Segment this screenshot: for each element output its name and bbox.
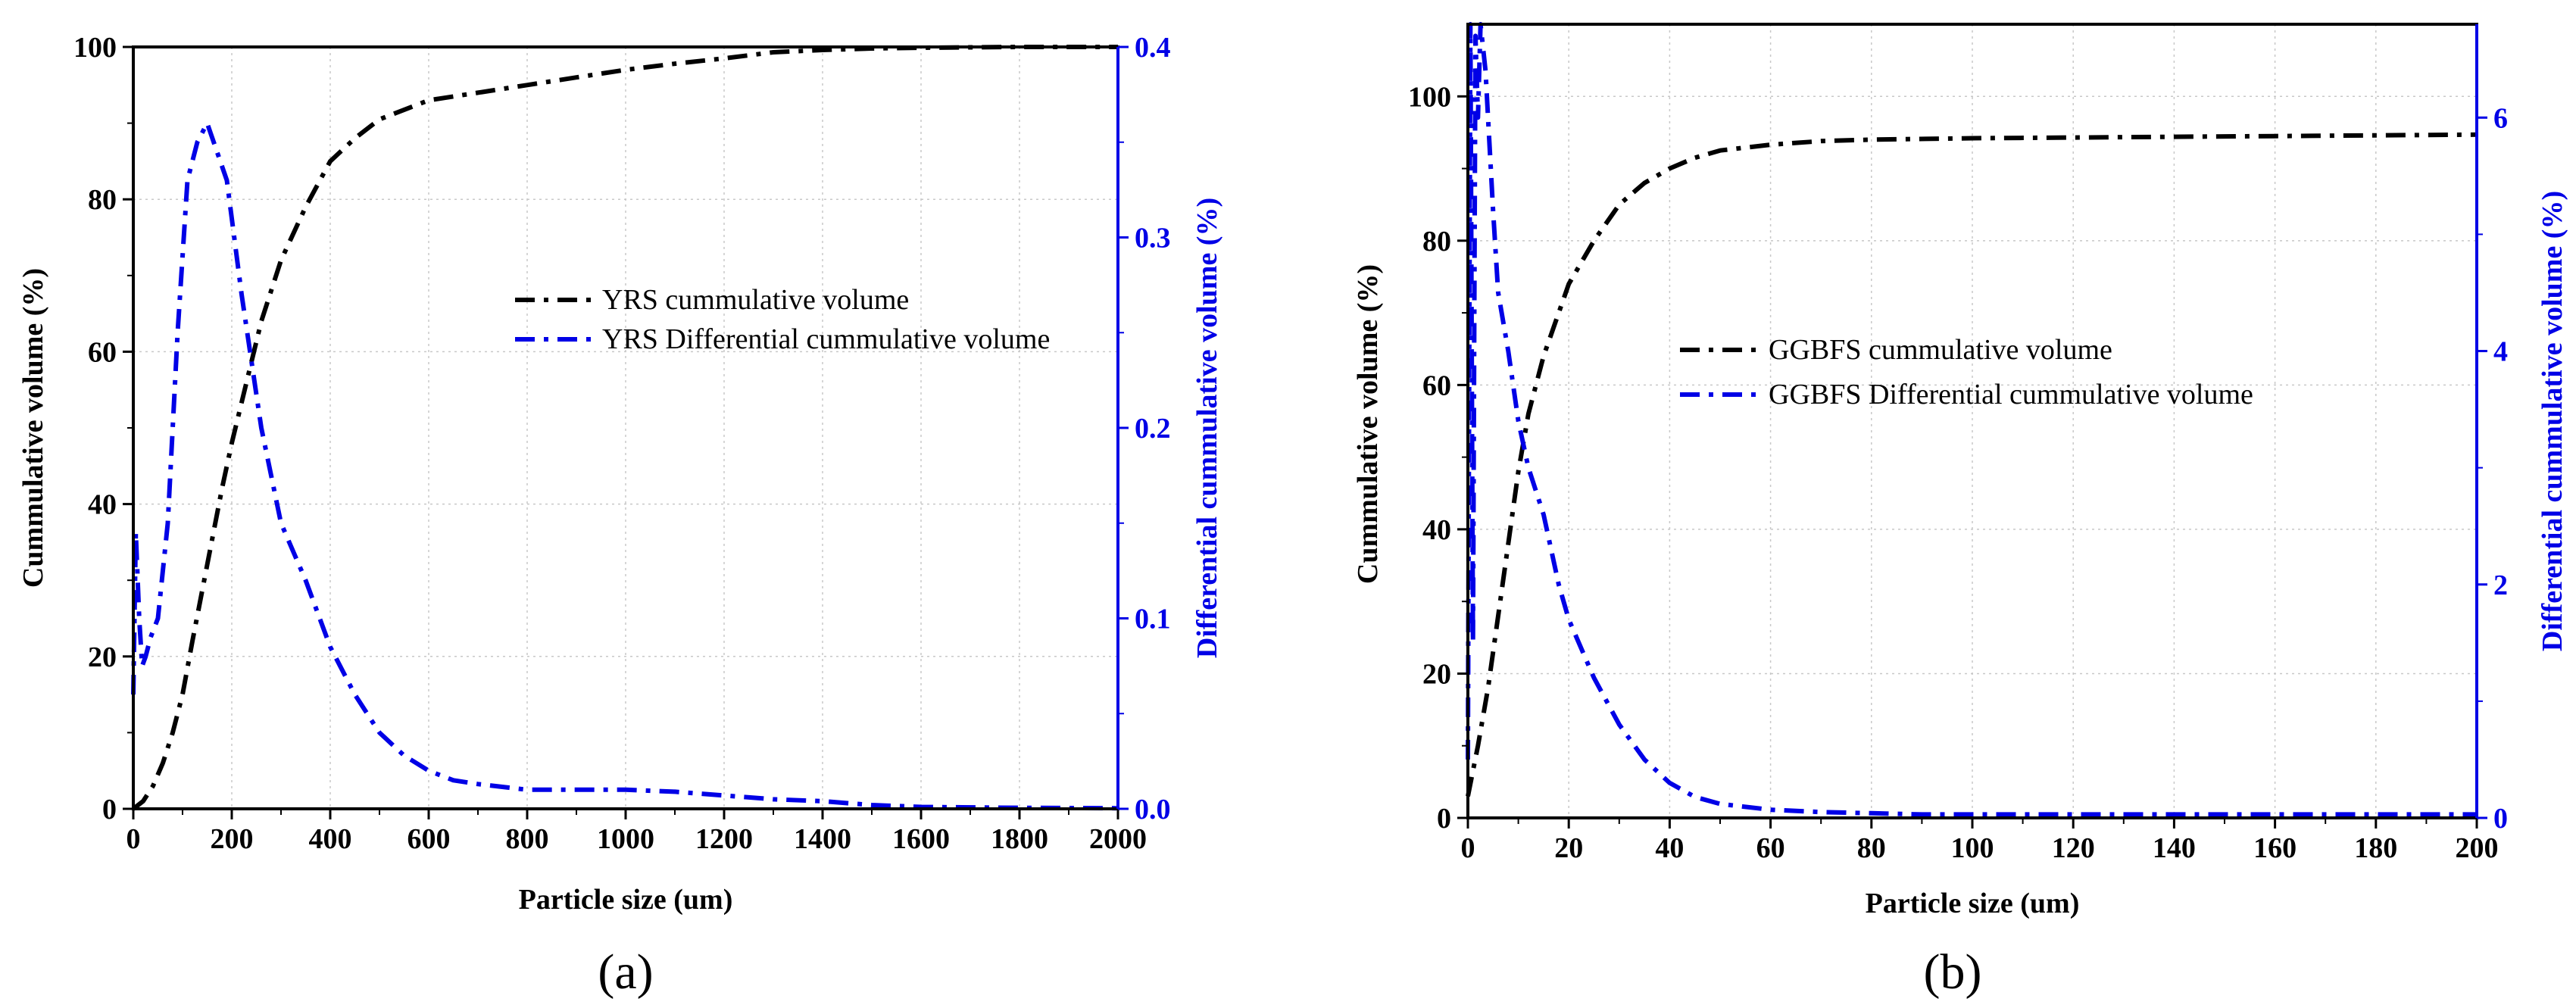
panel-a-x-axis-label: Particle size (um) [519,884,733,916]
panel-b-y2-axis-label: Differential cummulative volume (%) [2537,191,2568,651]
panel-b-x-ticks: 0 20 40 60 80 100 120 140 160 180 200 [1461,818,2499,864]
panel-b-x-tick-label: 80 [1857,832,1886,864]
panel-b-x-tick-label: 120 [2052,832,2095,864]
panel-a-y2-ticks: 0.0 0.1 0.2 0.3 0.4 [1118,32,1171,825]
panel-a-legend: YRS cummulative volume YRS Differential … [515,284,1050,355]
panel-b-grid [1468,24,2477,818]
panel-b-y-tick-label: 40 [1422,514,1451,546]
panel-b-y-axis-label: Cummulative volume (%) [1352,264,1384,584]
panel-b-legend-label-differential: GGBFS Differential cummulative volume [1769,379,2253,410]
panel-b-x-tick-label: 160 [2253,832,2297,864]
panel-a-y2-tick-label: 0.4 [1135,32,1171,64]
panel-a-x-tick-label: 1400 [794,823,851,855]
panel-a-x-tick-label: 200 [211,823,254,855]
panel-a-y2-tick-label: 0.1 [1135,604,1171,635]
panel-a-y2-tick-label: 0.2 [1135,413,1171,445]
panel-a-y-tick-label: 20 [88,641,117,673]
panel-b-y2-ticks: 0 2 4 6 [2477,102,2508,835]
panel-b-series [1466,22,2478,817]
panel-b-y-tick-label: 100 [1408,81,1451,113]
panel-a-label: (a) [598,944,653,1000]
panel-b-x-axis-label: Particle size (um) [1866,888,2080,919]
panel-a-y-tick-label: 40 [88,489,117,521]
panel-a-y-tick-label: 0 [102,794,117,825]
panel-b-series-differential-line [1466,22,2477,817]
panel-a-y-ticks: 0 20 40 60 80 100 [73,32,133,825]
panel-b-y2-tick-label: 4 [2493,336,2508,368]
panel-b-x-tick-label: 60 [1756,832,1785,864]
panel-b-x-tick-label: 100 [1951,832,1994,864]
panel-a-y2-tick-label: 0.3 [1135,223,1171,254]
panel-b-y-tick-label: 80 [1422,226,1451,257]
panel-a-y-tick-label: 100 [73,32,117,64]
panel-a-plot-frame [132,45,1119,810]
panel-b-x-tick-label: 180 [2354,832,2397,864]
panel-a-y2-axis-label: Differential cummulative volume (%) [1191,198,1223,658]
panel-a-x-tick-label: 2000 [1089,823,1147,855]
panel-b-x-tick-label: 40 [1655,832,1684,864]
panel-b-y-ticks: 0 20 40 60 80 100 [1408,81,1468,835]
panel-a-x-tick-label: 800 [506,823,549,855]
panel-a-grid [133,47,1118,809]
panel-a-legend-label-cumulative: YRS cummulative volume [602,284,909,316]
panel-a-x-tick-label: 0 [126,823,141,855]
panel-b-x-tick-label: 200 [2456,832,2499,864]
panel-a-x-tick-label: 1800 [991,823,1048,855]
panel-a-y2-tick-label: 0.0 [1135,794,1171,825]
panel-a-series-cumulative-line [132,45,1118,811]
panel-a-y-axis-label: Cummulative volume (%) [17,268,49,588]
panel-a-x-ticks: 0 200 400 600 800 1000 1200 1400 1600 1800 2000 [126,809,1147,855]
panel-a: 0 200 400 600 800 1000 1200 1400 1600 1800 2000 0 2… [17,32,1223,1000]
panel-b-label: (b) [1924,944,1982,1000]
panel-b-x-tick-label: 0 [1461,832,1475,864]
panel-a-series [131,45,1119,811]
panel-b-y-tick-label: 0 [1437,803,1451,835]
panel-a-x-tick-label: 400 [309,823,352,855]
panel-b-legend-label-cumulative: GGBFS cummulative volume [1769,334,2112,366]
panel-a-x-tick-label: 1600 [892,823,950,855]
panel-b-legend: GGBFS cummulative volume GGBFS Different… [1680,334,2253,410]
panel-a-x-tick-label: 600 [407,823,451,855]
panel-b-x-tick-label: 140 [2153,832,2196,864]
panel-b: 0 20 40 60 80 100 120 140 160 180 200 020406080100… [1352,22,2568,1000]
panel-a-y-tick-label: 60 [88,336,117,368]
panel-b-series-cumulative-line [1466,132,2478,797]
panel-a-series-differential-line [131,120,1119,811]
panel-a-legend-label-differential: YRS Differential cummulative volume [602,323,1050,355]
panel-a-x-tick-label: 1000 [597,823,654,855]
panel-b-y2-tick-label: 6 [2493,102,2508,134]
panel-b-x-tick-label: 20 [1554,832,1583,864]
panel-a-x-tick-label: 1200 [695,823,753,855]
panel-a-y-tick-label: 80 [88,184,117,216]
panel-b-y-tick-label: 20 [1422,658,1451,690]
panel-b-y2-tick-label: 2 [2493,570,2508,601]
panel-b-y-tick-label: 60 [1422,370,1451,401]
panel-b-y2-tick-label: 0 [2493,803,2508,835]
